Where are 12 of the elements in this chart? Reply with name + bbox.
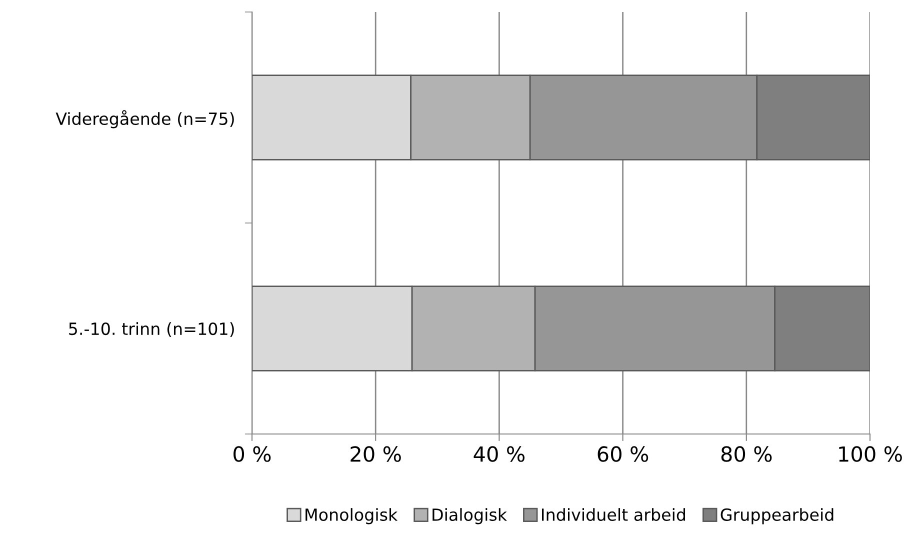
- x-tick-label: 40 %: [474, 446, 525, 462]
- legend-label: Monologisk: [306, 508, 398, 524]
- x-tick-label: 60 %: [598, 446, 648, 462]
- y-tick-label: Videregående (n=75): [56, 110, 234, 128]
- legend-label: Dialogisk: [432, 508, 507, 524]
- x-tick-label: 80 %: [721, 446, 772, 462]
- x-tick-label: 100 %: [839, 446, 902, 462]
- legend-label: Individuelt arbeid: [542, 508, 686, 521]
- y-tick-label: 5.-10. trinn (n=101): [69, 322, 234, 338]
- x-tick-label: 0 %: [234, 446, 271, 462]
- legend-label: Gruppearbeid: [720, 508, 834, 524]
- x-tick-label: 20 %: [350, 446, 401, 462]
